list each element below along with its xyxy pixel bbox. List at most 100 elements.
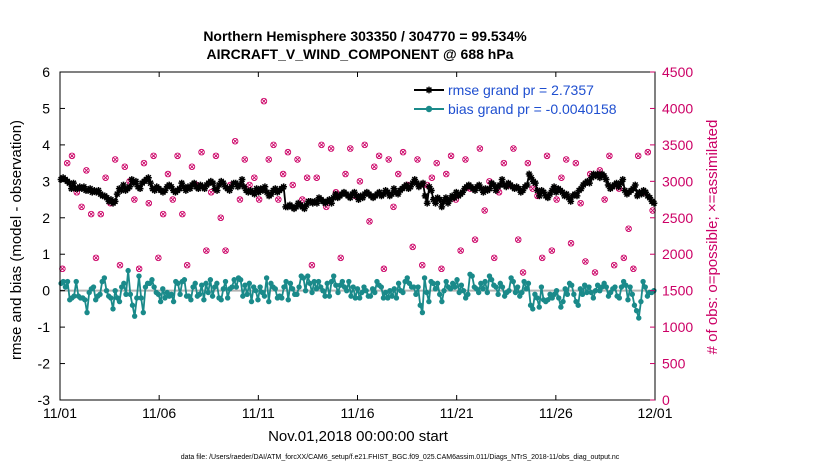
rmse-point — [427, 187, 435, 194]
bias-point — [627, 284, 633, 290]
obs-assimilated-point — [386, 156, 392, 163]
obs-possible-point — [198, 148, 205, 156]
obs-possible-point — [553, 196, 560, 203]
rmse-point — [178, 179, 186, 187]
rmse-point — [552, 188, 560, 196]
y-tick-label: -1 — [38, 319, 51, 335]
bias-point — [263, 275, 270, 281]
obs-possible-point — [438, 265, 445, 273]
rmse-point — [355, 196, 362, 203]
rmse-point — [519, 187, 527, 194]
obs-assimilated-point — [395, 171, 401, 177]
obs-possible-point — [385, 156, 392, 163]
bias-point — [415, 284, 421, 290]
obs-assimilated-point — [112, 156, 118, 163]
obs-assimilated-point — [558, 175, 565, 181]
bias-point — [136, 273, 142, 279]
obs-possible-point — [179, 210, 186, 218]
bias-point — [413, 291, 419, 298]
bias-point — [201, 297, 207, 303]
obs-assimilated-point — [78, 204, 85, 210]
obs-assimilated-point — [563, 156, 569, 163]
obs-possible-point — [562, 156, 570, 163]
rmse-point — [588, 174, 595, 182]
bias-point — [192, 280, 198, 287]
bias-point — [266, 298, 272, 305]
obs-assimilated-point — [251, 175, 257, 181]
bias-point — [326, 293, 333, 299]
obs-possible-point — [356, 178, 364, 185]
bias-point — [378, 284, 384, 290]
bias-point — [633, 308, 640, 314]
y2-axis-label: # of obs: o=possible; ×=assimilated — [704, 120, 721, 355]
obs-assimilated-point — [136, 266, 142, 272]
rmse-point — [621, 187, 629, 194]
obs-possible-point — [255, 196, 263, 203]
bias-point — [577, 286, 584, 292]
bias-point — [170, 298, 177, 305]
obs-possible-point — [68, 152, 76, 160]
bias-point — [240, 293, 246, 299]
obs-possible-point — [447, 152, 455, 160]
bias-point — [157, 298, 164, 305]
obs-possible-point — [159, 210, 167, 218]
obs-possible-point — [327, 145, 335, 152]
bias-point — [138, 295, 144, 301]
obs-assimilated-point — [510, 145, 517, 152]
y2-tick-label: 0 — [662, 392, 670, 408]
bias-point — [348, 293, 354, 299]
bias-point — [328, 278, 335, 285]
obs-assimilated-point — [98, 211, 104, 217]
obs-assimilated-point — [390, 204, 397, 210]
bias-point — [560, 298, 566, 305]
obs-possible-point — [83, 167, 90, 174]
obs-assimilated-point — [242, 156, 248, 163]
obs-possible-point — [212, 152, 220, 160]
rmse-point — [161, 187, 169, 194]
bias-point — [97, 291, 103, 298]
rmse-point — [550, 183, 558, 191]
obs-assimilated-point — [246, 182, 253, 188]
obs-possible-point — [399, 148, 407, 156]
bias-point — [335, 289, 341, 296]
rmse-point — [253, 185, 260, 193]
obs-possible-point — [116, 261, 124, 269]
bias-point — [421, 275, 428, 281]
bias-point — [64, 278, 71, 285]
rmse-point — [646, 194, 654, 202]
rmse-point — [617, 179, 625, 187]
bias-point — [339, 278, 346, 285]
rmse-point — [615, 183, 622, 191]
bias-point — [125, 267, 131, 274]
obs-possible-point — [548, 247, 556, 254]
bias-point — [354, 286, 361, 292]
bias-point — [242, 282, 248, 288]
rmse-point — [240, 183, 248, 191]
obs-possible-point — [265, 156, 272, 163]
rmse-point — [228, 183, 236, 191]
bias-point — [177, 291, 183, 298]
obs-assimilated-point — [410, 244, 416, 250]
obs-count-series — [59, 97, 656, 276]
obs-possible-point — [289, 181, 296, 189]
legend-rmse-label: rmse grand pr = 2.7357 — [448, 82, 594, 98]
obs-possible-point — [630, 265, 637, 273]
bias-point — [218, 297, 224, 303]
bias-point — [488, 277, 495, 283]
obs-possible-point — [236, 196, 244, 203]
rmse-point — [236, 181, 244, 189]
bias-point — [545, 297, 551, 303]
bias-point — [588, 289, 594, 296]
bias-point — [426, 298, 432, 305]
rmse-point — [182, 187, 190, 194]
bias-point — [424, 289, 430, 296]
obs-assimilated-point — [314, 175, 320, 181]
rmse-point — [301, 205, 308, 213]
rmse-point — [350, 188, 358, 196]
rmse-point — [546, 190, 554, 198]
bias-point — [255, 297, 261, 303]
obs-possible-point — [361, 141, 368, 149]
obs-assimilated-point — [170, 196, 176, 203]
bias-point — [222, 278, 229, 285]
